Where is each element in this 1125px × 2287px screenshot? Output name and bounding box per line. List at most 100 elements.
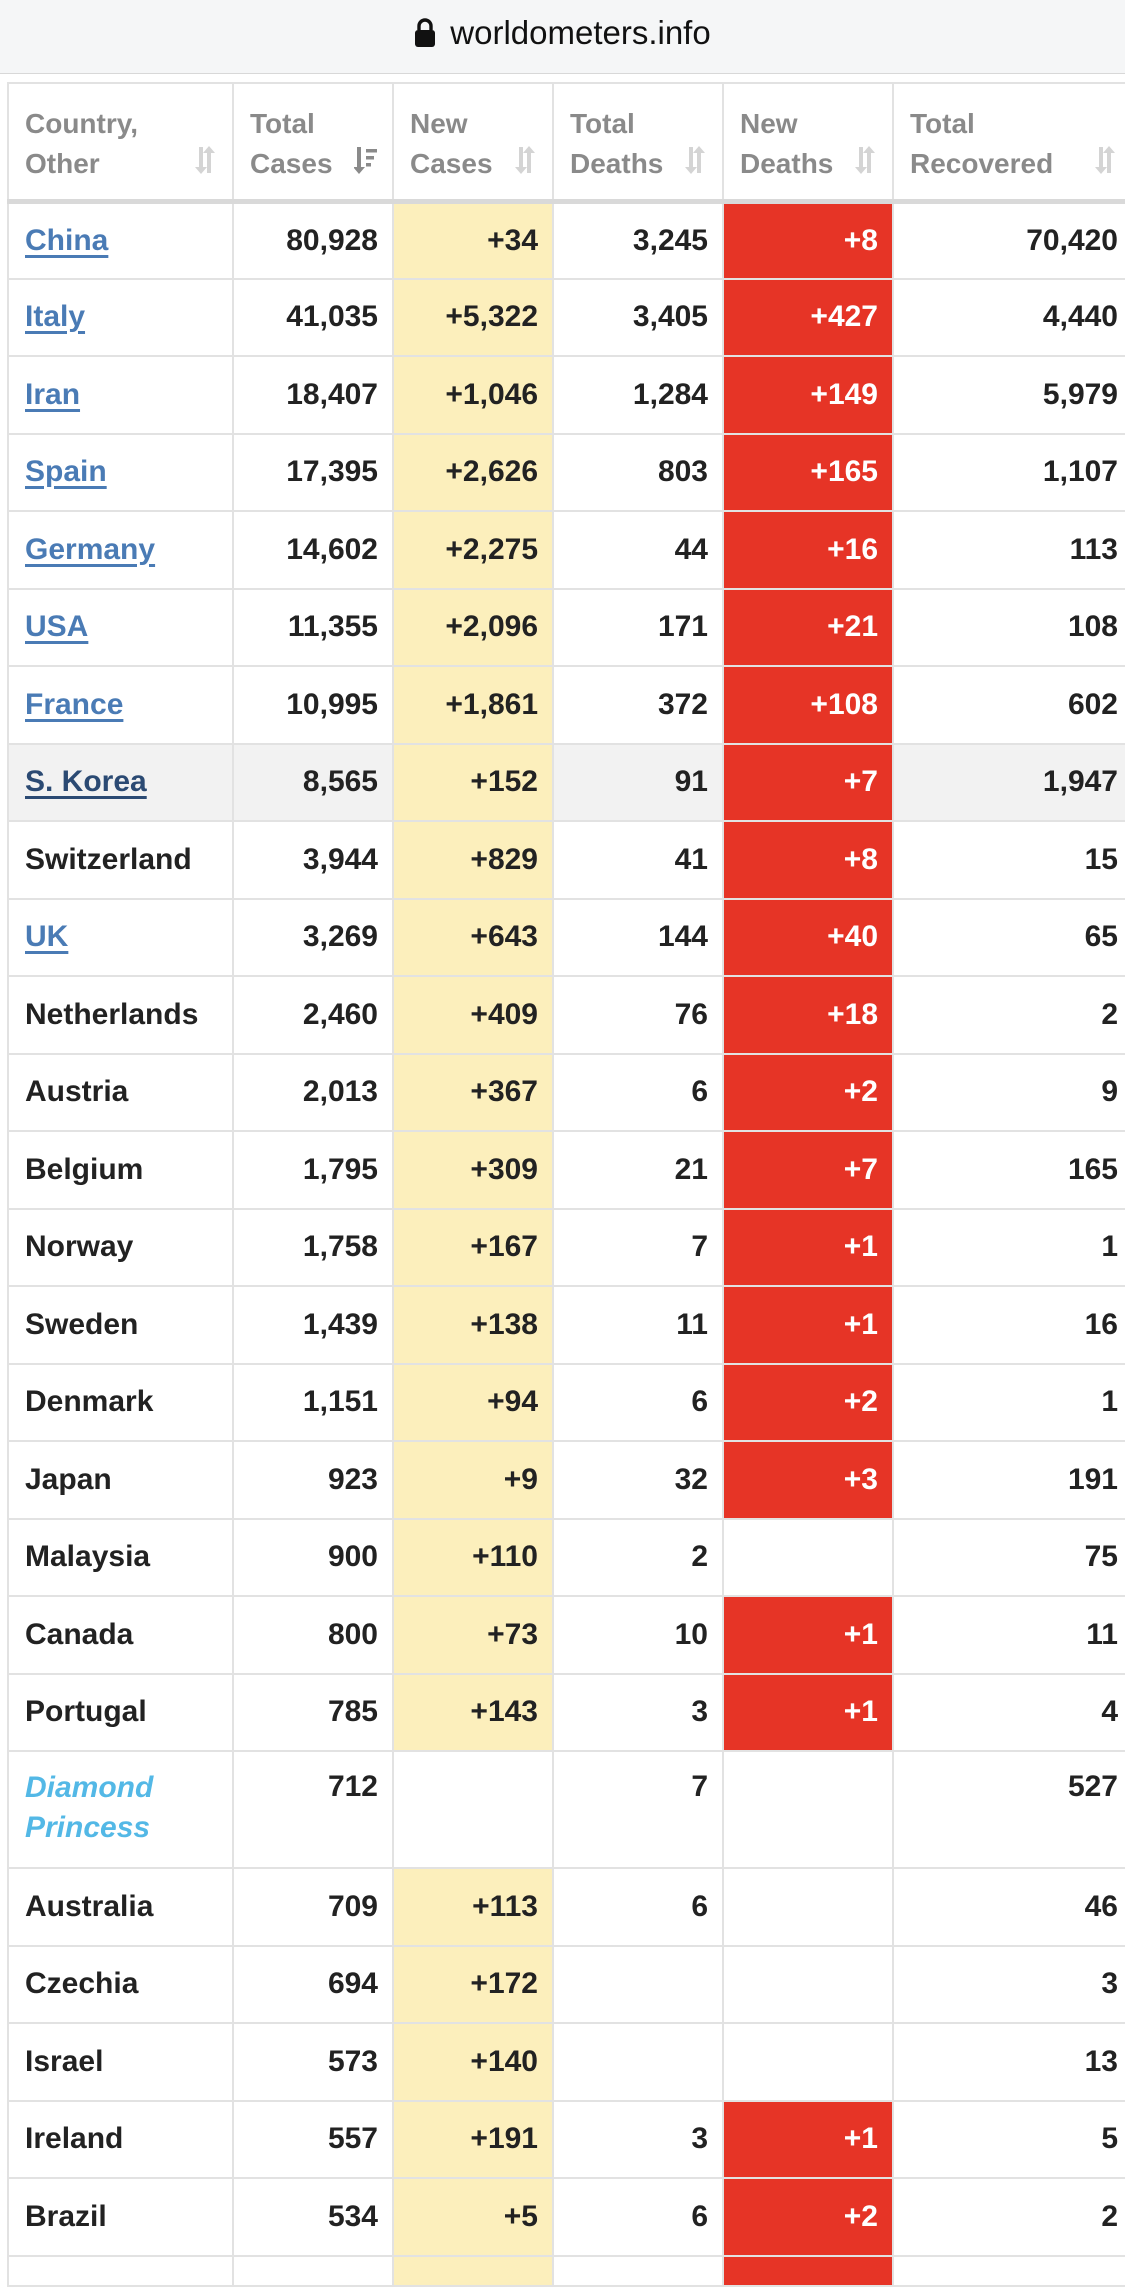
table-row: Brazil 534 +5 6 +2 2 — [7, 2177, 1125, 2257]
total-deaths-cell: 3 — [552, 1672, 724, 1752]
sort-icon[interactable] — [194, 145, 218, 175]
total-cases-cell: 534 — [232, 2177, 394, 2257]
total-recovered-cell: 16 — [892, 1285, 1125, 1365]
new-deaths-cell: +1 — [722, 1285, 894, 1365]
new-cases-cell: +167 — [392, 1207, 554, 1287]
country-name: Denmark — [25, 1385, 154, 1419]
total-cases-cell: 8,565 — [232, 742, 394, 822]
header-total-cases[interactable]: Total Cases — [232, 82, 394, 204]
total-deaths-cell — [552, 2022, 724, 2102]
browser-url-bar[interactable]: worldometers.info — [0, 0, 1125, 74]
country-cell: Portugal — [7, 1672, 234, 1752]
new-deaths-cell: +40 — [722, 897, 894, 977]
country-cell[interactable]: USA — [7, 587, 234, 667]
total-recovered-cell: 5,979 — [892, 355, 1125, 435]
total-deaths-cell: 2 — [552, 1517, 724, 1597]
country-cell: Switzerland — [7, 820, 234, 900]
country-link[interactable]: Iran — [25, 377, 81, 411]
country-cell: Czechia — [7, 1944, 234, 2024]
total-recovered-cell: 65 — [892, 897, 1125, 977]
new-cases-cell: +94 — [392, 1362, 554, 1442]
new-deaths-cell — [722, 2022, 894, 2102]
table-row: UK 3,269 +643 144 +40 65 — [7, 897, 1125, 977]
total-deaths-cell: 6 — [552, 1867, 724, 1947]
country-name: Japan — [25, 1462, 112, 1496]
table-row: S. Korea 8,565 +152 91 +7 1,947 — [7, 742, 1125, 822]
new-cases-cell: +172 — [392, 1944, 554, 2024]
total-recovered-cell: 3 — [892, 1944, 1125, 2024]
new-cases-cell: +5 — [392, 2177, 554, 2257]
table-row: Switzerland 3,944 +829 41 +8 15 — [7, 820, 1125, 900]
new-cases-cell — [392, 1750, 554, 1869]
total-cases-cell: 1,795 — [232, 1130, 394, 1210]
total-deaths-cell: 10 — [552, 1595, 724, 1675]
country-cell[interactable]: China — [7, 200, 234, 280]
header-total-deaths[interactable]: Total Deaths — [552, 82, 724, 204]
new-deaths-cell: +2 — [722, 2177, 894, 2257]
country-link[interactable]: Italy — [25, 300, 86, 334]
country-cell[interactable]: Iran — [7, 355, 234, 435]
header-new-cases[interactable]: New Cases — [392, 82, 554, 204]
total-cases-cell: 11,355 — [232, 587, 394, 667]
total-cases-cell: 800 — [232, 1595, 394, 1675]
country-name: Diamond Princess — [25, 1771, 154, 1844]
country-cell: Israel — [7, 2022, 234, 2102]
country-name: Australia — [25, 1889, 154, 1923]
country-link[interactable]: UK — [25, 920, 69, 954]
total-deaths-cell — [552, 1944, 724, 2024]
total-cases-cell: 1,758 — [232, 1207, 394, 1287]
country-cell: Denmark — [7, 1362, 234, 1442]
header-new-deaths[interactable]: New Deaths — [722, 82, 894, 204]
header-label: Total Cases — [250, 108, 333, 179]
country-cell[interactable]: France — [7, 665, 234, 745]
country-cell[interactable]: Germany — [7, 510, 234, 590]
total-cases-cell: 785 — [232, 1672, 394, 1752]
total-recovered-cell: 2 — [892, 975, 1125, 1055]
country-link[interactable]: Germany — [25, 532, 156, 566]
total-deaths-cell: 6 — [552, 2177, 724, 2257]
table-row: Iran 18,407 +1,046 1,284 +149 5,979 — [7, 355, 1125, 435]
country-cell[interactable]: Spain — [7, 432, 234, 512]
new-cases-cell: +367 — [392, 1052, 554, 1132]
total-cases-cell: 557 — [232, 2099, 394, 2179]
table-row: Sweden 1,439 +138 11 +1 16 — [7, 1285, 1125, 1365]
address-display[interactable]: worldometers.info — [414, 14, 711, 60]
total-deaths-cell: 21 — [552, 1130, 724, 1210]
new-cases-cell: +2,275 — [392, 510, 554, 590]
country-link[interactable]: USA — [25, 610, 89, 644]
new-deaths-cell — [722, 1750, 894, 1869]
new-deaths-cell: +1 — [722, 1672, 894, 1752]
country-link[interactable]: China — [25, 223, 109, 257]
sort-desc-active-icon[interactable] — [354, 145, 378, 175]
total-cases-cell: 17,395 — [232, 432, 394, 512]
total-deaths-cell: 11 — [552, 1285, 724, 1365]
total-recovered-cell: 1,947 — [892, 742, 1125, 822]
country-cell[interactable]: S. Korea — [7, 742, 234, 822]
country-link[interactable]: France — [25, 687, 124, 721]
country-cell: Norway — [7, 1207, 234, 1287]
header-label: Total Deaths — [570, 108, 664, 179]
sort-icon[interactable] — [514, 145, 538, 175]
country-link[interactable]: Spain — [25, 455, 107, 489]
total-deaths-cell: 7 — [552, 1750, 724, 1869]
new-deaths-cell: +7 — [722, 1130, 894, 1210]
new-cases-cell: +409 — [392, 975, 554, 1055]
header-country[interactable]: Country, Other — [7, 82, 234, 204]
sort-icon[interactable] — [684, 145, 708, 175]
new-deaths-cell: +1 — [722, 1207, 894, 1287]
total-deaths-cell: 6 — [552, 1052, 724, 1132]
header-total-recovered[interactable]: Total Recovered — [892, 82, 1125, 204]
country-link[interactable]: S. Korea — [25, 765, 147, 799]
total-deaths-cell: 144 — [552, 897, 724, 977]
new-cases-cell: +1,046 — [392, 355, 554, 435]
sort-icon[interactable] — [1094, 145, 1118, 175]
table-row: Italy 41,035 +5,322 3,405 +427 4,440 — [7, 277, 1125, 357]
total-cases-cell: 80,928 — [232, 200, 394, 280]
country-name: Portugal — [25, 1695, 147, 1729]
sort-icon[interactable] — [854, 145, 878, 175]
country-cell[interactable]: Italy — [7, 277, 234, 357]
country-cell: Austria — [7, 1052, 234, 1132]
country-cell[interactable]: UK — [7, 897, 234, 977]
table-row: Malaysia 900 +110 2 75 — [7, 1517, 1125, 1597]
table-row: Norway 1,758 +167 7 +1 1 — [7, 1207, 1125, 1287]
